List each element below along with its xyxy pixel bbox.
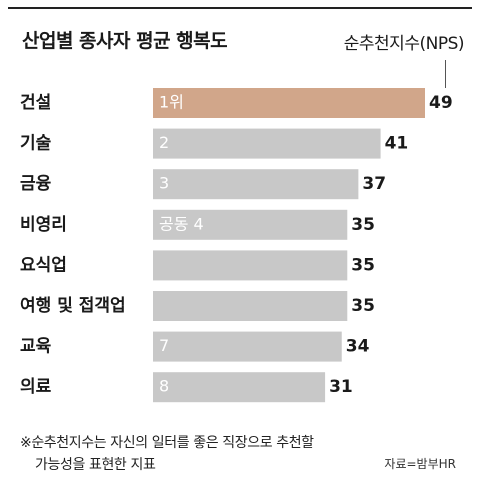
value-label: 35: [351, 296, 375, 316]
footnote-line-2: 가능성을 표현한 지표: [35, 457, 156, 473]
category-label: 비영리: [20, 215, 67, 235]
bar: [153, 250, 348, 281]
rank-label: 공동 4: [159, 214, 204, 233]
bar: [153, 291, 348, 321]
unit-label: 순추천지수(NPS): [343, 34, 465, 54]
category-label: 요식업: [20, 255, 67, 275]
category-label: 건설: [20, 93, 51, 113]
footnote-line-1: ※순추천지수는 자신의 일터를 좋은 직장으로 추천할: [20, 435, 314, 451]
category-label: 기술: [20, 134, 52, 154]
category-label: 교육: [20, 337, 52, 357]
rank-label: 1위: [159, 93, 184, 112]
value-label: 35: [351, 215, 375, 235]
top-rule: [8, 7, 472, 9]
bar: [153, 331, 342, 362]
rank-label: 3: [159, 174, 169, 193]
rank-label: 2: [159, 133, 169, 152]
bar: [153, 88, 425, 118]
value-label: 37: [362, 174, 386, 194]
bar: [153, 372, 326, 403]
value-label: 41: [385, 134, 409, 154]
rank-label: 8: [159, 377, 169, 396]
category-label: 의료: [20, 377, 52, 397]
bar: [153, 128, 381, 159]
footnote: ※순추천지수는 자신의 일터를 좋은 직장으로 추천할 가능성을 표현한 지표: [20, 432, 314, 476]
value-label: 35: [351, 255, 375, 275]
category-label: 금융: [20, 174, 52, 194]
value-label: 34: [346, 337, 370, 357]
category-label: 여행 및 접객업: [20, 296, 126, 316]
bar: [153, 209, 348, 240]
bar: [153, 169, 359, 200]
unit-pointer-line: [445, 60, 446, 88]
value-label: 31: [329, 377, 353, 397]
value-label: 49: [429, 93, 453, 113]
chart-title: 산업별 종사자 평균 행복도: [22, 30, 228, 52]
rank-label: 7: [159, 336, 169, 355]
source-label: 자료=밤부HR: [384, 457, 456, 471]
